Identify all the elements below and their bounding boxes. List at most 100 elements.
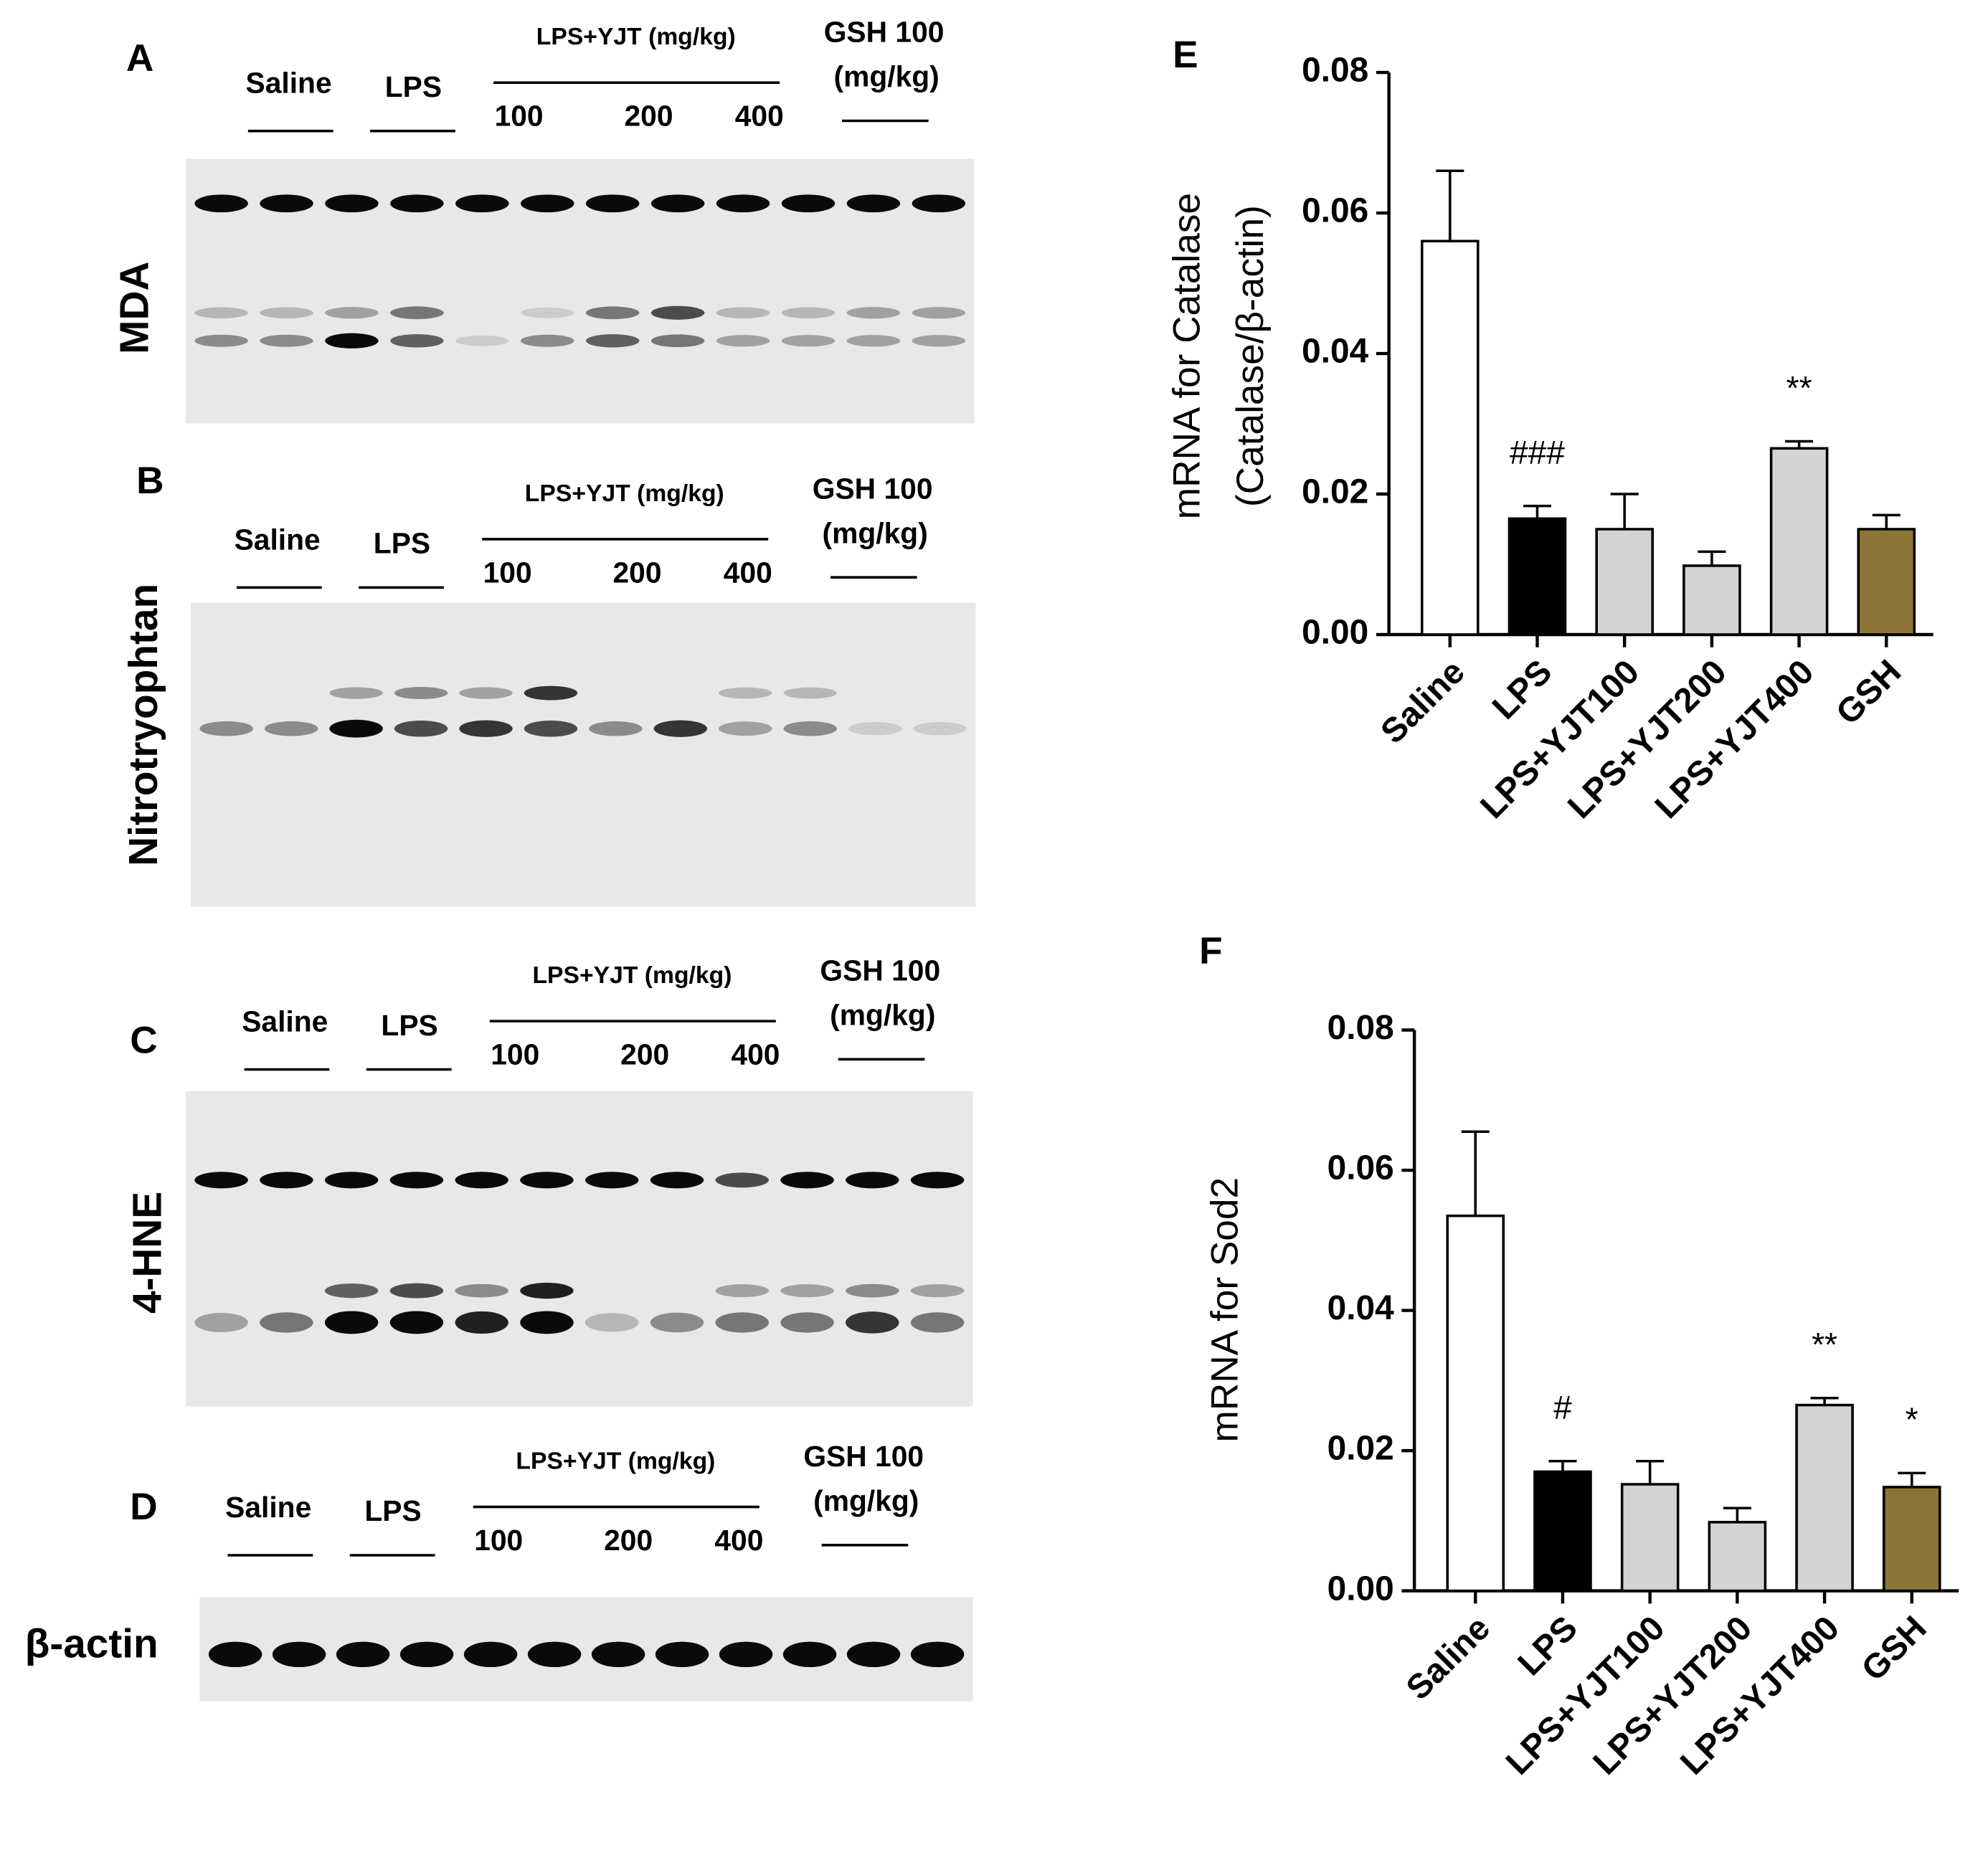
group-label: LPS+YJT (mg/kg) — [525, 480, 724, 507]
band — [846, 1641, 901, 1668]
band — [272, 1641, 326, 1668]
band — [913, 721, 967, 736]
blot-image — [199, 1597, 973, 1702]
panel-letter: A — [126, 37, 153, 80]
y-tick-label: 0.00 — [1327, 1570, 1394, 1608]
y-tick-label: 0.06 — [1302, 192, 1368, 230]
band — [455, 194, 509, 213]
bar — [1507, 517, 1567, 636]
band — [527, 1641, 582, 1668]
band — [520, 1311, 574, 1334]
band — [716, 194, 770, 213]
panel-letter: D — [130, 1486, 157, 1528]
band — [260, 307, 313, 319]
band — [846, 335, 901, 347]
band — [846, 1172, 899, 1189]
blot-marker: Nitrotryophtan — [121, 584, 166, 866]
band — [846, 1283, 899, 1298]
dose-label: 400 — [731, 1038, 780, 1071]
band — [585, 306, 640, 320]
band — [390, 306, 444, 320]
band — [260, 1312, 313, 1333]
group-label: GSH 100 — [813, 472, 933, 505]
band — [194, 194, 248, 213]
group-label: LPS+YJT (mg/kg) — [536, 24, 736, 50]
bar — [1421, 239, 1480, 636]
y-tick-label: 0.06 — [1327, 1149, 1394, 1187]
band — [260, 334, 313, 347]
band — [783, 687, 837, 699]
band — [715, 1172, 770, 1188]
bar — [1595, 528, 1654, 636]
group-label: (mg/kg) — [823, 516, 928, 549]
band — [324, 1311, 379, 1334]
band — [389, 1283, 444, 1299]
bar — [1857, 528, 1916, 636]
band — [199, 721, 253, 736]
bar — [1795, 1403, 1854, 1593]
band — [846, 1311, 899, 1334]
dose-label: 400 — [714, 1524, 763, 1557]
x-tick-label: GSH — [1829, 652, 1908, 732]
bar — [1882, 1486, 1941, 1593]
group-label: GSH 100 — [820, 954, 940, 987]
blot-image — [185, 1091, 973, 1407]
band — [325, 333, 379, 348]
blot-image — [191, 602, 976, 907]
dose-label: 100 — [495, 100, 544, 133]
group-label: GSH 100 — [803, 1440, 924, 1473]
band — [455, 1283, 508, 1298]
band — [584, 1172, 639, 1189]
significance-mark: ### — [1510, 434, 1565, 471]
band — [390, 194, 444, 213]
group-label: Saline — [242, 1005, 328, 1038]
y-tick-label: 0.04 — [1302, 333, 1369, 371]
band — [324, 1172, 379, 1189]
band — [394, 720, 448, 737]
band — [719, 721, 772, 736]
bar — [1708, 1521, 1767, 1593]
blot-marker: β-actin — [25, 1622, 158, 1667]
y-axis-label: mRNA for Catalase — [1165, 193, 1208, 519]
band — [846, 194, 901, 213]
y-tick-label: 0.08 — [1327, 1009, 1394, 1047]
bar — [1682, 564, 1741, 636]
dose-label: 100 — [483, 556, 532, 589]
panel-letter: F — [1199, 930, 1223, 972]
group-label: Saline — [246, 67, 332, 100]
band — [459, 720, 513, 737]
band — [524, 685, 578, 701]
band — [194, 1312, 248, 1332]
y-axis-label: mRNA for Sod2 — [1203, 1177, 1246, 1443]
band — [782, 1641, 837, 1668]
band — [521, 307, 574, 318]
band — [584, 1313, 639, 1332]
band — [719, 687, 772, 699]
band — [399, 1641, 454, 1668]
band — [650, 194, 705, 213]
y-tick-label: 0.00 — [1302, 614, 1368, 652]
x-tick-label: Saline — [1373, 652, 1472, 751]
group-label: LPS — [364, 1494, 421, 1527]
band — [781, 335, 836, 347]
dose-label: 400 — [724, 556, 772, 589]
band — [324, 1283, 379, 1299]
band — [715, 1284, 770, 1298]
band — [329, 687, 383, 699]
band — [912, 335, 966, 347]
band — [325, 194, 379, 213]
band — [650, 1172, 704, 1189]
band — [455, 335, 509, 346]
band — [260, 1172, 313, 1189]
band — [389, 1172, 444, 1189]
bar — [1769, 447, 1829, 636]
band — [780, 1172, 834, 1189]
band — [650, 1312, 704, 1333]
band — [389, 1311, 444, 1334]
band — [846, 307, 901, 319]
band — [390, 334, 444, 348]
band — [716, 335, 770, 347]
bar — [1446, 1214, 1505, 1593]
dose-label: 200 — [624, 100, 673, 133]
